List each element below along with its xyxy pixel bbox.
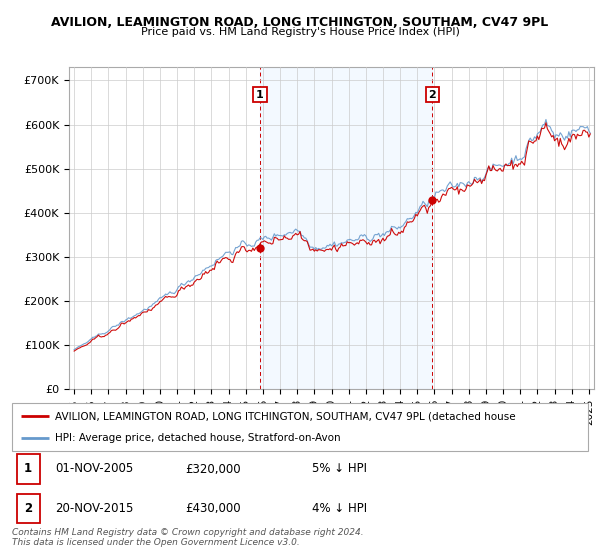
Text: 1: 1 [256,90,264,100]
Text: 5% ↓ HPI: 5% ↓ HPI [311,463,367,475]
Text: HPI: Average price, detached house, Stratford-on-Avon: HPI: Average price, detached house, Stra… [55,433,341,443]
Text: AVILION, LEAMINGTON ROAD, LONG ITCHINGTON, SOUTHAM, CV47 9PL (detached house: AVILION, LEAMINGTON ROAD, LONG ITCHINGTO… [55,411,516,421]
Bar [260,67,433,389]
Text: 2: 2 [24,502,32,515]
Text: 01-NOV-2005: 01-NOV-2005 [55,463,133,475]
Text: AVILION, LEAMINGTON ROAD, LONG ITCHINGTON, SOUTHAM, CV47 9PL: AVILION, LEAMINGTON ROAD, LONG ITCHINGTO… [52,16,548,29]
Text: 4% ↓ HPI: 4% ↓ HPI [311,502,367,515]
Text: £430,000: £430,000 [185,502,241,515]
Text: 2: 2 [428,90,436,100]
Text: 1: 1 [24,463,32,475]
FancyBboxPatch shape [17,493,40,523]
Text: Contains HM Land Registry data © Crown copyright and database right 2024.
This d: Contains HM Land Registry data © Crown c… [12,528,364,547]
Text: Price paid vs. HM Land Registry's House Price Index (HPI): Price paid vs. HM Land Registry's House … [140,27,460,37]
Text: £320,000: £320,000 [185,463,241,475]
FancyBboxPatch shape [17,454,40,484]
FancyBboxPatch shape [12,403,588,451]
Text: 20-NOV-2015: 20-NOV-2015 [55,502,134,515]
